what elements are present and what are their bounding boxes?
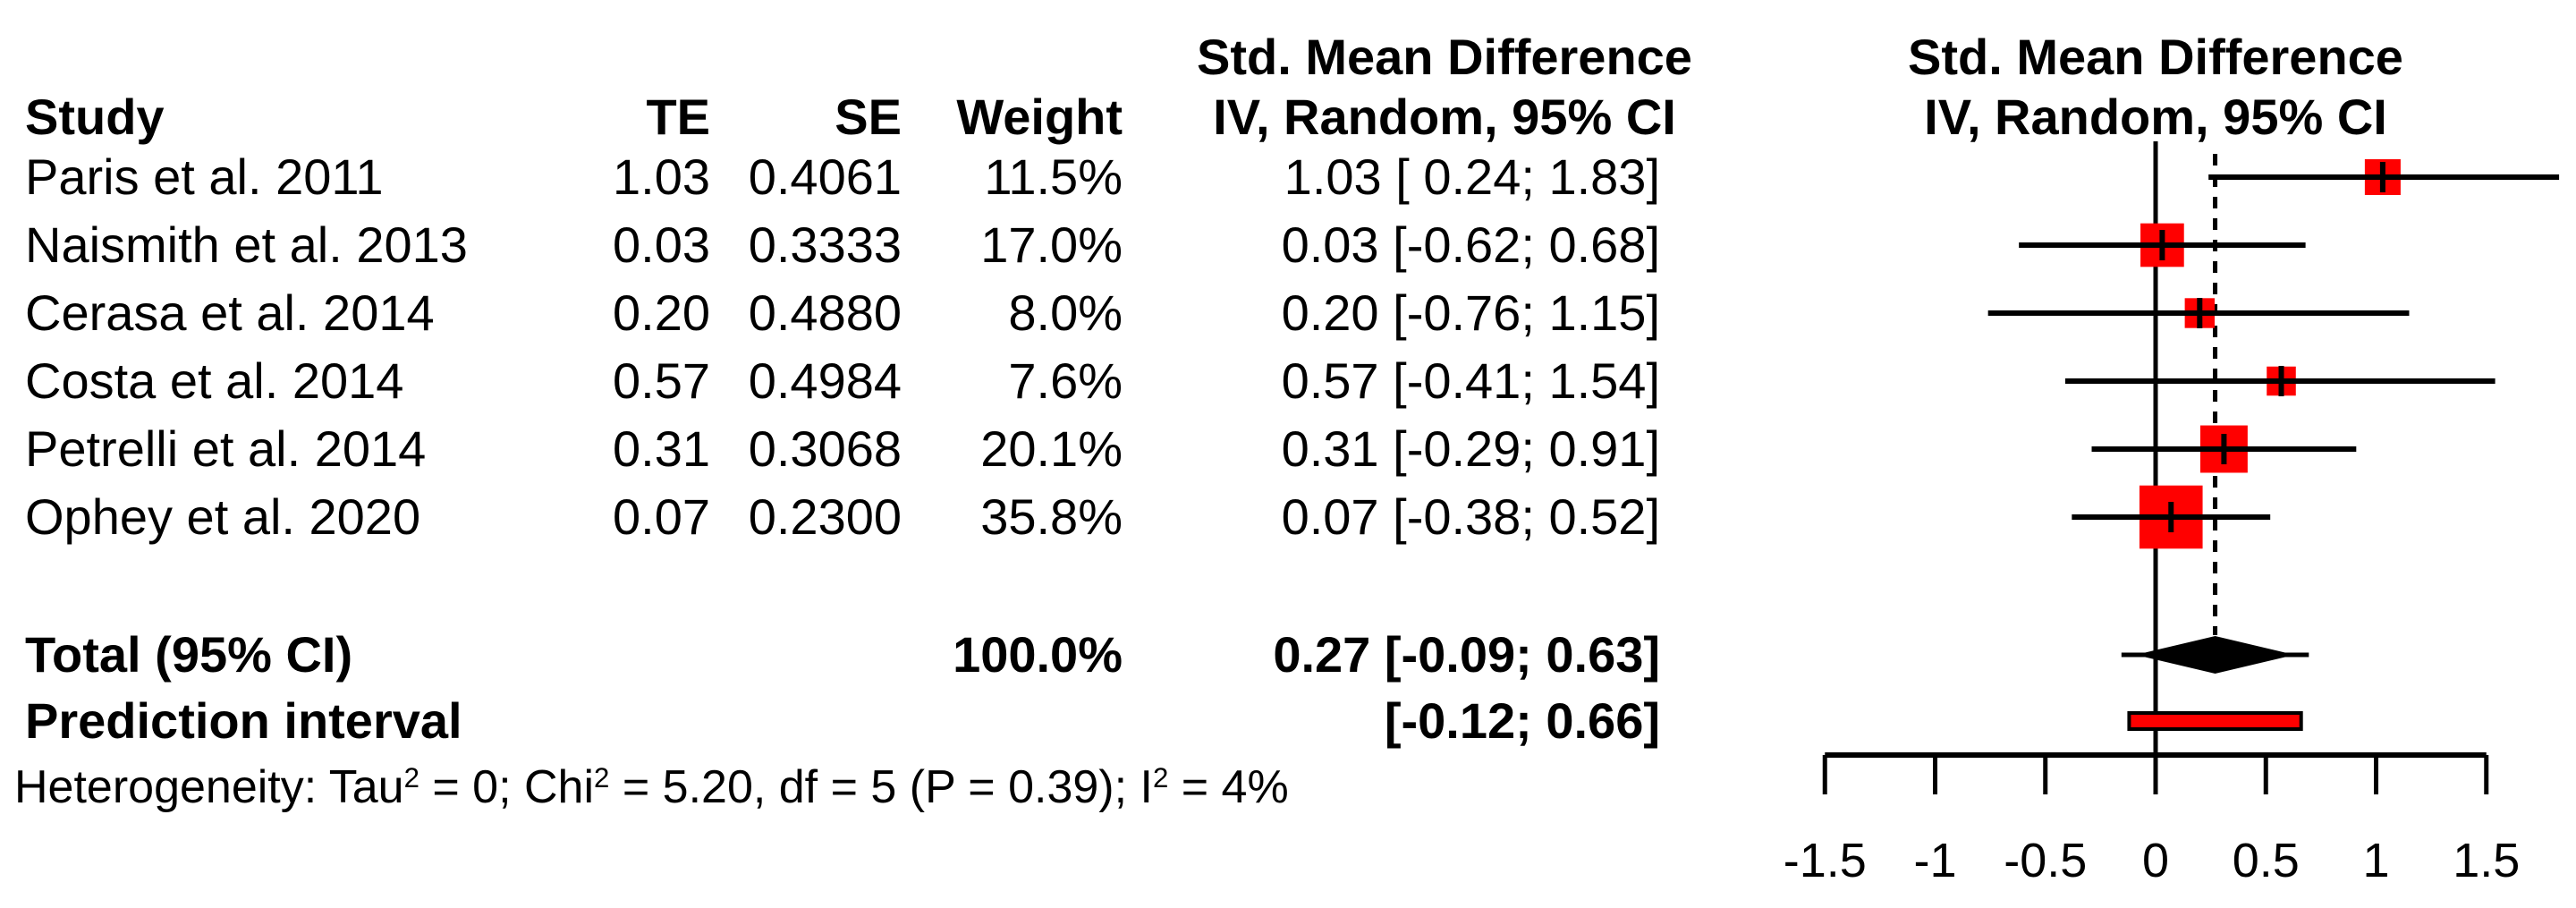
study-column-header: Study <box>25 89 165 145</box>
x-axis-tick-label: 1 <box>2362 834 2389 887</box>
superscript-2: 2 <box>1152 761 1169 793</box>
x-axis-tick-label: 1.5 <box>2453 834 2520 887</box>
study-name: Costa et al. 2014 <box>25 352 404 409</box>
se-value: 0.3068 <box>748 420 902 477</box>
superscript-2: 2 <box>403 761 419 793</box>
total-diamond <box>2135 636 2295 674</box>
se-value: 0.4061 <box>748 149 902 205</box>
weight-value: 35.8% <box>980 488 1123 545</box>
x-axis-tick-label: -0.5 <box>2004 834 2087 887</box>
x-axis-tick-label: -1.5 <box>1784 834 1867 887</box>
prediction-ci: [-0.12; 0.66] <box>1384 692 1660 749</box>
heterogeneity-row: Heterogeneity: Tau2 = 0; Chi2 = 5.20, df… <box>0 753 2576 821</box>
ci-value: 1.03 [ 0.24; 1.83] <box>1284 149 1660 205</box>
prediction-label: Prediction interval <box>25 692 462 749</box>
smd-header-left: Std. Mean Difference <box>1197 29 1692 85</box>
te-column-header: TE <box>646 89 710 145</box>
weight-value: 8.0% <box>1008 284 1123 341</box>
te-value: 0.31 <box>613 420 710 477</box>
se-value: 0.4984 <box>748 352 902 409</box>
header-line-1: Std. Mean Difference Std. Mean Differenc… <box>0 23 2576 91</box>
weight-value: 20.1% <box>980 420 1123 477</box>
table-row: Costa et al. 2014 0.57 0.4984 7.6% 0.57 … <box>0 347 2576 415</box>
ci-value: 0.03 [-0.62; 0.68] <box>1281 216 1660 273</box>
table-row: Cerasa et al. 2014 0.20 0.4880 8.0% 0.20… <box>0 279 2576 347</box>
smd-header-right: Std. Mean Difference <box>1908 29 2403 85</box>
total-row: Total (95% CI) 100.0% 0.27 [-0.09; 0.63] <box>0 621 2576 689</box>
ci-value: 0.20 [-0.76; 1.15] <box>1281 284 1660 341</box>
superscript-2: 2 <box>594 761 610 793</box>
method-header-left: IV, Random, 95% CI <box>1213 89 1676 145</box>
se-value: 0.4880 <box>748 284 902 341</box>
table-row: Ophey et al. 2020 0.07 0.2300 35.8% 0.07… <box>0 483 2576 551</box>
se-value: 0.3333 <box>748 216 902 273</box>
prediction-interval-bar <box>2127 711 2303 731</box>
method-header-right: IV, Random, 95% CI <box>1924 89 2387 145</box>
ci-value: 0.31 [-0.29; 0.91] <box>1281 420 1660 477</box>
table-row: Petrelli et al. 2014 0.31 0.3068 20.1% 0… <box>0 415 2576 483</box>
prediction-interval-row: Prediction interval [-0.12; 0.66] <box>0 687 2576 755</box>
heterogeneity-text: Heterogeneity: Tau2 = 0; Chi2 = 5.20, df… <box>14 761 1289 813</box>
x-axis-tick-label: 0.5 <box>2233 834 2300 887</box>
header-line-2: Study TE SE Weight IV, Random, 95% CI IV… <box>0 83 2576 151</box>
se-column-header: SE <box>835 89 902 145</box>
ci-value: 0.57 [-0.41; 1.54] <box>1281 352 1660 409</box>
weight-value: 17.0% <box>980 216 1123 273</box>
study-name: Petrelli et al. 2014 <box>25 420 427 477</box>
total-label: Total (95% CI) <box>25 626 353 683</box>
te-value: 0.07 <box>613 488 710 545</box>
weight-column-header: Weight <box>956 89 1123 145</box>
study-name: Cerasa et al. 2014 <box>25 284 435 341</box>
te-value: 0.03 <box>613 216 710 273</box>
table-row: Paris et al. 2011 1.03 0.4061 11.5% 1.03… <box>0 143 2576 211</box>
te-value: 0.20 <box>613 284 710 341</box>
study-name: Paris et al. 2011 <box>25 149 384 205</box>
te-value: 0.57 <box>613 352 710 409</box>
se-value: 0.2300 <box>748 488 902 545</box>
table-row: Naismith et al. 2013 0.03 0.3333 17.0% 0… <box>0 211 2576 279</box>
weight-value: 11.5% <box>984 149 1123 205</box>
total-ci: 0.27 [-0.09; 0.63] <box>1273 626 1660 683</box>
study-name: Ophey et al. 2020 <box>25 488 421 545</box>
x-axis-tick-label: -1 <box>1913 834 1956 887</box>
study-name: Naismith et al. 2013 <box>25 216 468 273</box>
x-axis-tick-label: 0 <box>2142 834 2169 887</box>
weight-value: 7.6% <box>1008 352 1123 409</box>
ci-value: 0.07 [-0.38; 0.52] <box>1281 488 1660 545</box>
total-weight: 100.0% <box>953 626 1123 683</box>
te-value: 1.03 <box>613 149 710 205</box>
